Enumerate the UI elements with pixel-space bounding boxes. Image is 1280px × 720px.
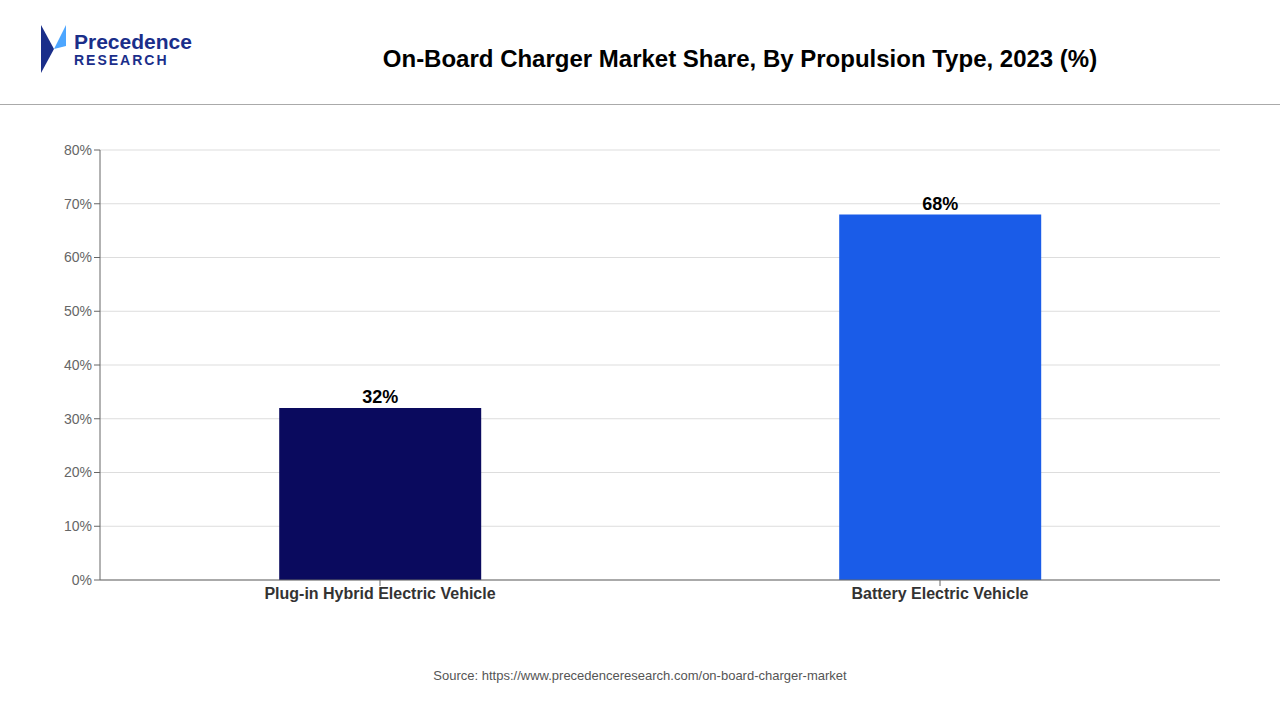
svg-text:40%: 40% <box>64 357 92 373</box>
svg-text:50%: 50% <box>64 303 92 319</box>
svg-text:70%: 70% <box>64 196 92 212</box>
html-text:Precedence: Precedence <box>74 29 192 53</box>
svg-text:68%: 68% <box>922 194 958 214</box>
html-text:Source: https://www.precedence: Source: https://www.precedenceresearch.c… <box>433 668 847 683</box>
svg-text:60%: 60% <box>64 249 92 265</box>
svg-text:30%: 30% <box>64 411 92 427</box>
svg-text:Battery Electric Vehicle: Battery Electric Vehicle <box>852 585 1029 602</box>
svg-text:Plug-in Hybrid Electric Vehicl: Plug-in Hybrid Electric Vehicle <box>264 585 495 602</box>
html-text:On-Board Charger Market Share,: On-Board Charger Market Share, By Propul… <box>382 45 1098 72</box>
svg-text:10%: 10% <box>64 518 92 534</box>
html-text:RESEARCH: RESEARCH <box>74 51 169 68</box>
svg-text:80%: 80% <box>64 142 92 158</box>
svg-text:20%: 20% <box>64 464 92 480</box>
svg-text:0%: 0% <box>72 572 92 588</box>
svg-text:32%: 32% <box>362 387 398 407</box>
